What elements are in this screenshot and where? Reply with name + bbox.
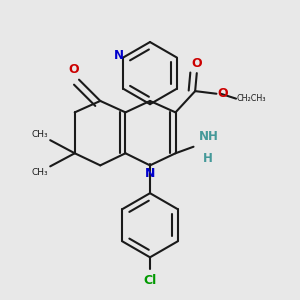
Text: N: N (145, 167, 155, 180)
Text: O: O (69, 63, 80, 76)
Text: CH₃: CH₃ (32, 168, 49, 177)
Text: H: H (203, 152, 213, 165)
Text: NH: NH (198, 130, 218, 143)
Text: Cl: Cl (143, 274, 157, 287)
Text: N: N (114, 50, 124, 62)
Text: CH₃: CH₃ (32, 130, 49, 139)
Text: CH₂CH₃: CH₂CH₃ (237, 94, 266, 103)
Text: O: O (191, 57, 202, 70)
Text: O: O (217, 87, 228, 100)
